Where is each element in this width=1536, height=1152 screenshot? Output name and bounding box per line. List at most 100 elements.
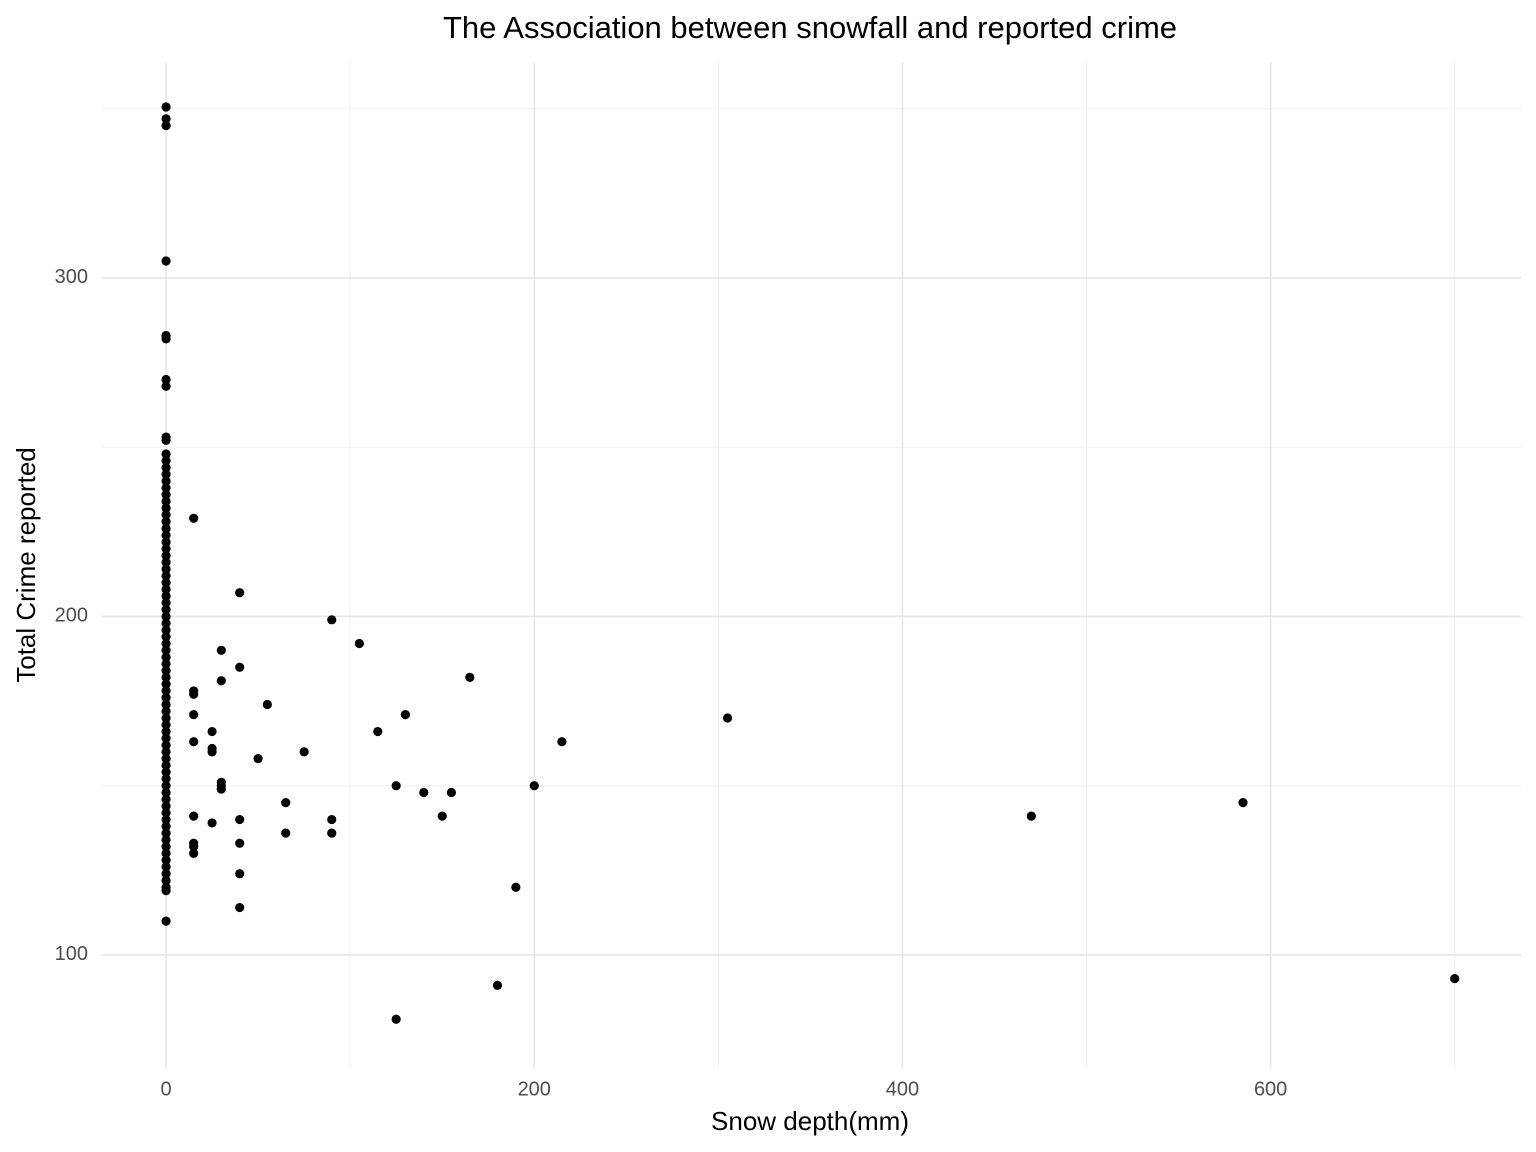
point: [216, 645, 226, 655]
point: [161, 483, 171, 493]
point: [354, 638, 364, 649]
point: [235, 838, 245, 848]
point: [161, 456, 171, 466]
point: [161, 672, 171, 682]
point: [161, 659, 171, 669]
points: [161, 102, 1460, 1024]
point: [161, 774, 171, 784]
x-tick-label: 200: [518, 1078, 551, 1100]
point: [161, 121, 171, 131]
point: [446, 787, 457, 798]
x-tick-label: 400: [886, 1078, 919, 1100]
point: [161, 517, 171, 527]
point: [161, 821, 171, 831]
point: [161, 862, 171, 872]
point: [529, 781, 539, 791]
point: [373, 726, 383, 737]
point: [391, 781, 401, 791]
point: [281, 798, 291, 808]
point: [161, 544, 171, 554]
point: [161, 564, 171, 574]
point: [327, 814, 337, 825]
point: [189, 848, 199, 858]
point: [189, 689, 199, 699]
point: [161, 828, 171, 838]
point: [161, 699, 171, 710]
point: [161, 787, 171, 798]
point: [161, 747, 171, 757]
point: [216, 676, 226, 686]
point: [161, 916, 171, 926]
point: [327, 615, 337, 625]
y-tick-label: 100: [55, 943, 88, 965]
point: [1238, 798, 1248, 808]
point: [161, 374, 171, 385]
point: [161, 848, 171, 858]
point: [189, 737, 199, 747]
point: [189, 710, 199, 720]
point: [161, 645, 171, 655]
point: [216, 784, 226, 794]
point: [161, 256, 171, 266]
point: [492, 980, 503, 991]
x-tick-label: 0: [161, 1078, 172, 1100]
point: [161, 381, 171, 391]
point: [161, 496, 171, 506]
point: [161, 638, 171, 649]
point: [207, 818, 217, 828]
point: [161, 679, 171, 689]
point: [161, 754, 171, 764]
point: [161, 733, 171, 743]
point: [437, 811, 447, 821]
point: [161, 598, 171, 608]
point: [161, 523, 171, 534]
point: [161, 666, 171, 676]
chart-title: The Association between snowfall and rep…: [443, 10, 1177, 45]
point: [161, 618, 171, 628]
point: [161, 814, 171, 825]
point: [1450, 974, 1460, 984]
point: [161, 835, 171, 845]
point: [189, 811, 199, 821]
point: [235, 662, 245, 672]
point: [161, 652, 171, 662]
point: [400, 710, 410, 720]
y-tick-label: 300: [55, 266, 88, 288]
point: [161, 449, 171, 459]
point: [1026, 811, 1036, 821]
point: [161, 550, 171, 561]
point: [161, 571, 171, 581]
point: [161, 760, 171, 770]
point: [161, 632, 171, 642]
point: [207, 747, 217, 757]
point: [465, 672, 475, 682]
point: [189, 513, 199, 523]
point: [722, 713, 733, 723]
point: [161, 578, 171, 588]
point: [161, 476, 171, 486]
point: [161, 767, 171, 777]
point: [161, 489, 171, 500]
point: [161, 842, 171, 852]
point: [161, 808, 171, 818]
point: [161, 801, 171, 811]
point: [253, 754, 263, 764]
point: [161, 591, 171, 601]
point: [557, 737, 567, 747]
grid: [102, 62, 1521, 1068]
point: [161, 686, 171, 696]
point: [327, 828, 337, 838]
point: [235, 902, 245, 913]
point: [161, 611, 171, 622]
point: [262, 699, 272, 710]
point: [161, 114, 171, 124]
point: [235, 869, 245, 879]
point: [235, 814, 245, 825]
point: [161, 537, 171, 547]
point: [419, 787, 429, 798]
point: [161, 530, 171, 540]
point: [161, 740, 171, 750]
point: [391, 1014, 401, 1024]
